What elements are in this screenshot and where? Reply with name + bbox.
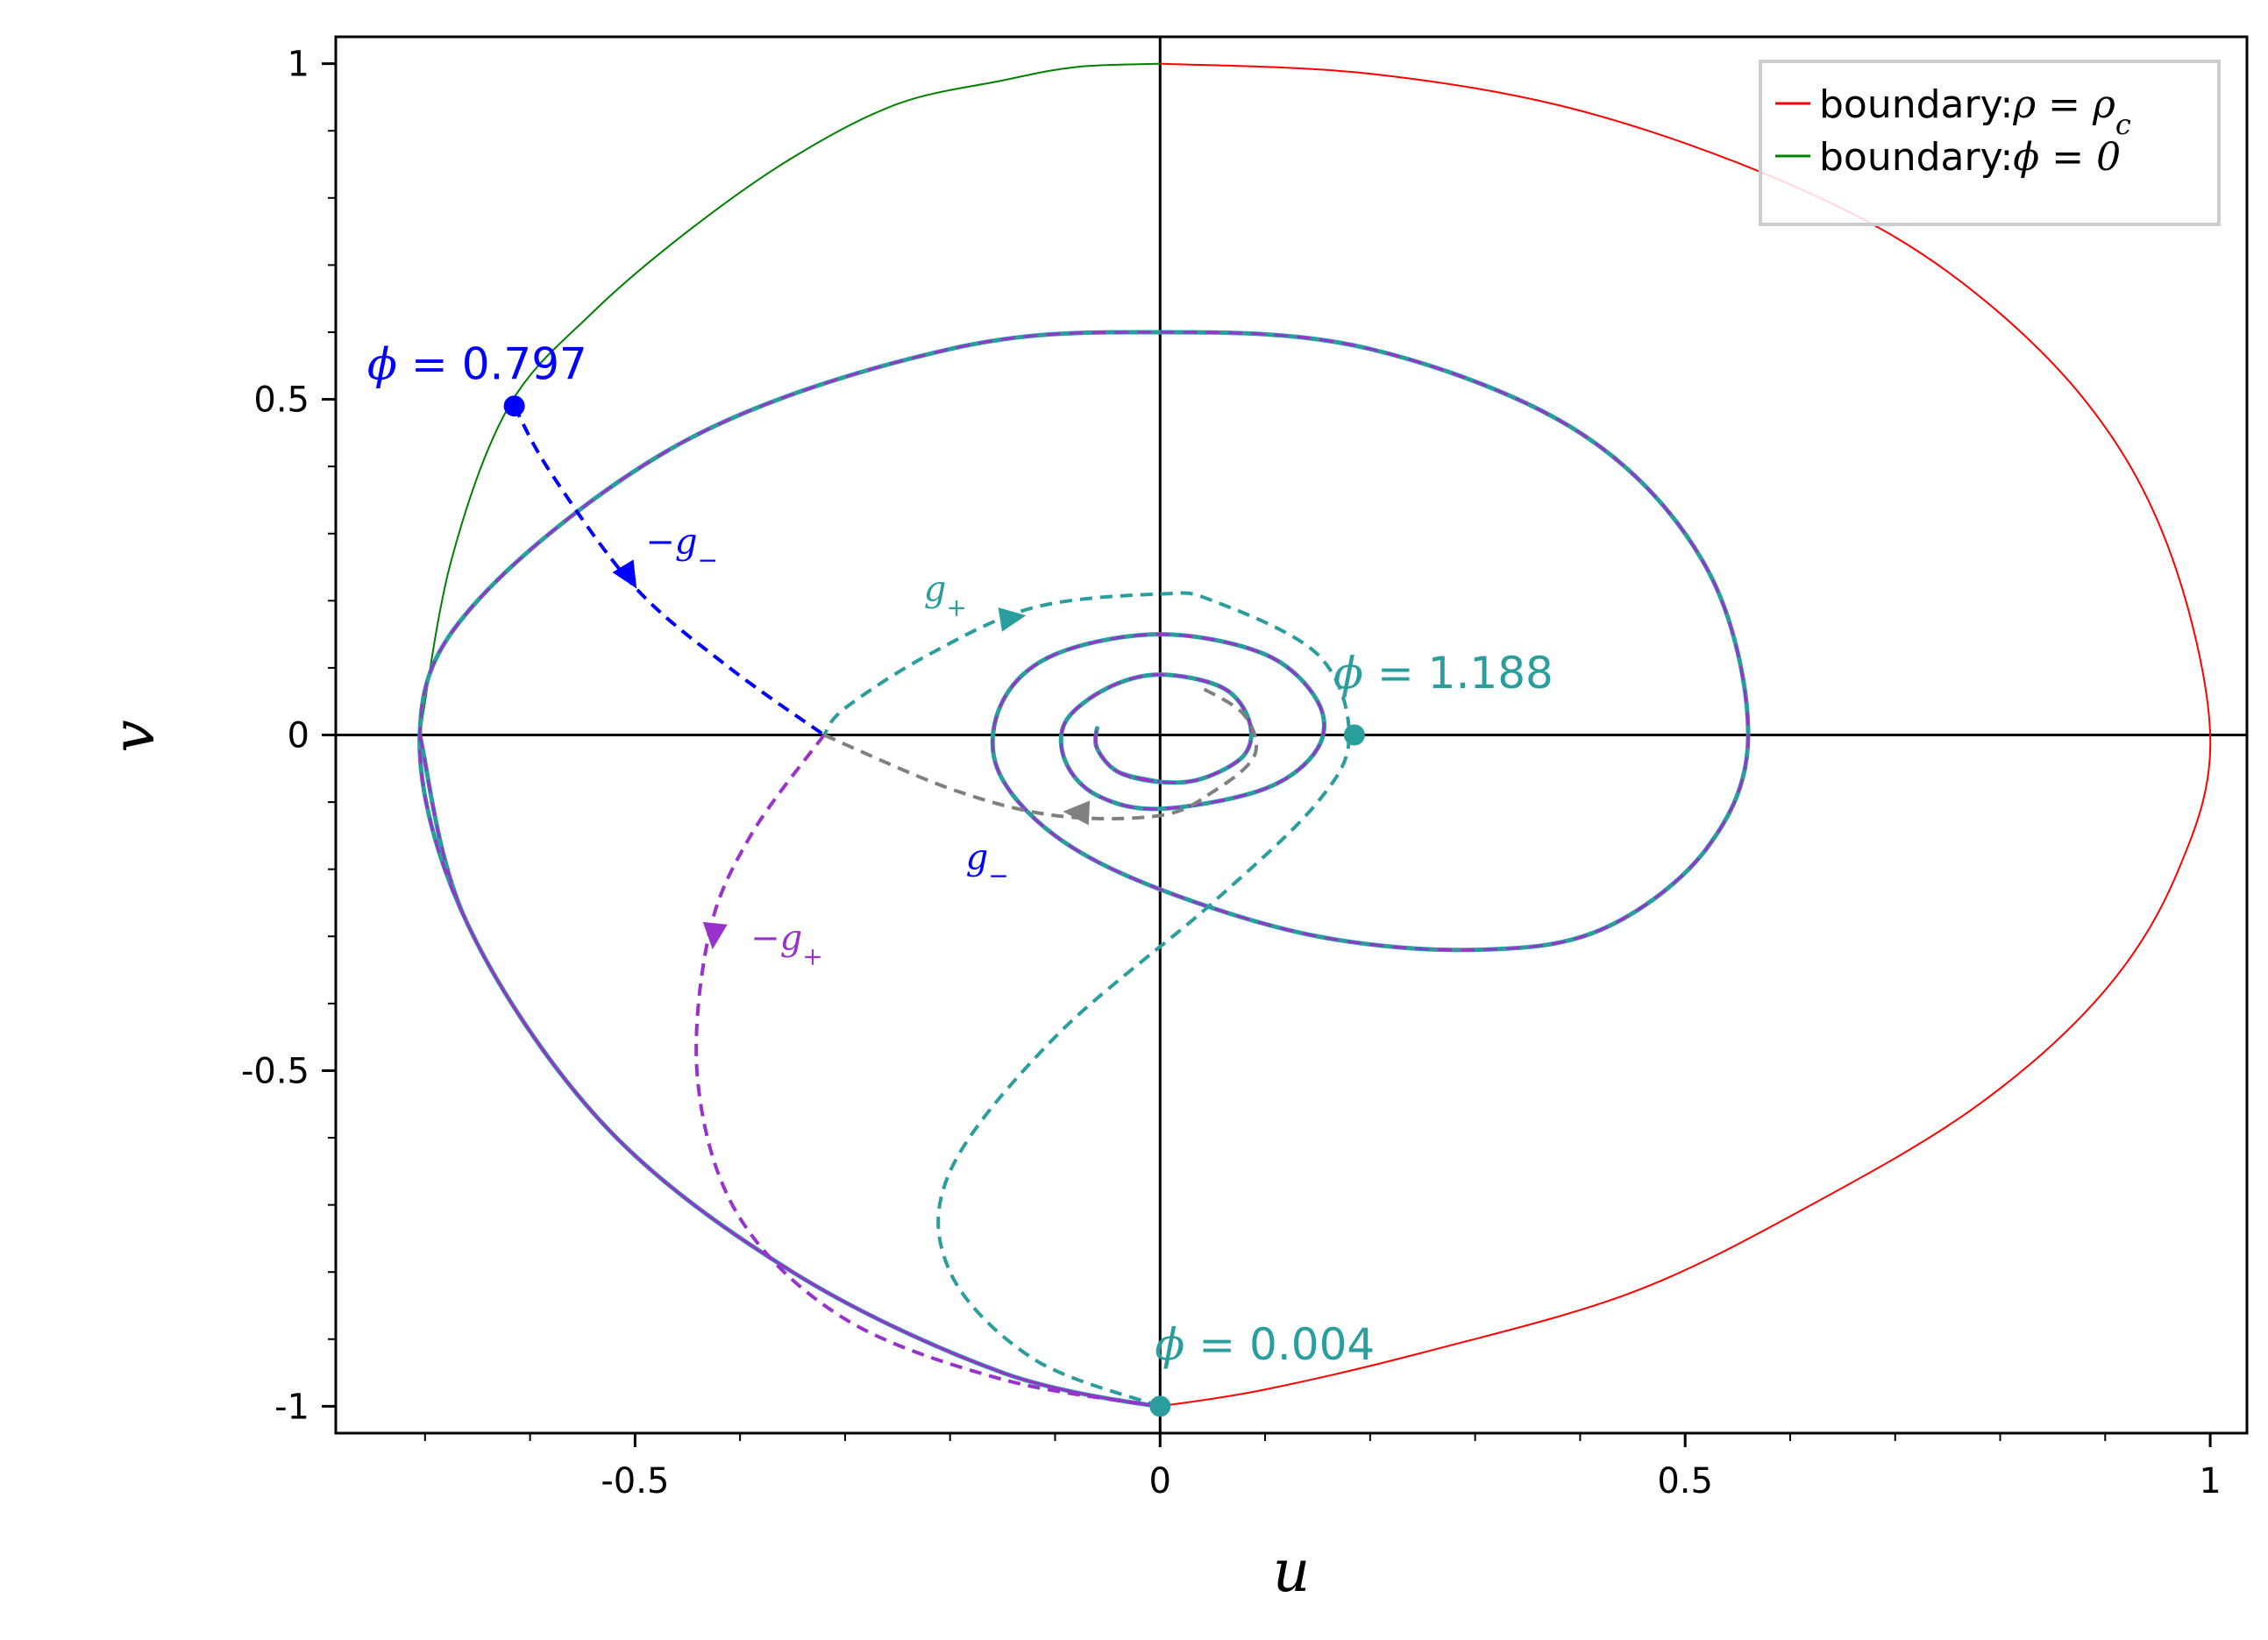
series-purple-curve [694,734,1161,1409]
arrow-blue [612,559,637,589]
label-g-minus: g− [966,838,1009,891]
ann-phi-0797: ϕ = 0.797 [367,339,587,390]
m-teal-bottom [1149,1395,1171,1417]
x-tick-label: 0.5 [1657,1461,1713,1502]
y-tick-label: 0 [288,716,309,756]
label-neg-g-plus: −g+ [750,919,823,971]
axis-tick-labels: -0.5 0 0.5 1 -1 -0.5 0 0.5 1 [241,45,2222,1502]
arrow-gray [1063,800,1091,826]
y-tick-label: 1 [288,45,309,85]
series-red-curve [1160,62,2212,1408]
x-tick-label: -0.5 [601,1461,669,1502]
series-teal-curve [822,591,1351,1409]
label-neg-g-minus: −g− [645,522,718,575]
ann-phi-1188: ϕ = 1.188 [1333,648,1553,699]
y-tick-label: 0.5 [253,380,309,421]
y-tick-label: -1 [274,1387,309,1427]
legend-box [1759,60,2221,226]
series-green-curve [418,62,1161,735]
y-axis-title: v [100,720,167,752]
series-spiral-overlay [418,330,1750,1408]
series-gray-curve [823,686,1259,820]
series-spiral-curve [417,330,1751,1409]
series-blue-curve [512,405,826,737]
ann-phi-0004: ϕ = 0.004 [1155,1319,1375,1370]
x-tick-label: 1 [2199,1461,2221,1502]
axis-ticks [322,62,2212,1447]
arrow-teal [998,607,1027,632]
legend-label-1: boundary:ϕ = 0 [1819,135,2121,180]
m-teal-right [1343,724,1365,746]
arrow-purple [702,921,728,950]
y-tick-label: -0.5 [241,1051,309,1091]
x-tick-label: 0 [1149,1461,1171,1502]
label-g-plus: g+ [924,569,967,621]
m-blue [503,395,525,417]
x-axis-title: u [1273,1537,1311,1605]
